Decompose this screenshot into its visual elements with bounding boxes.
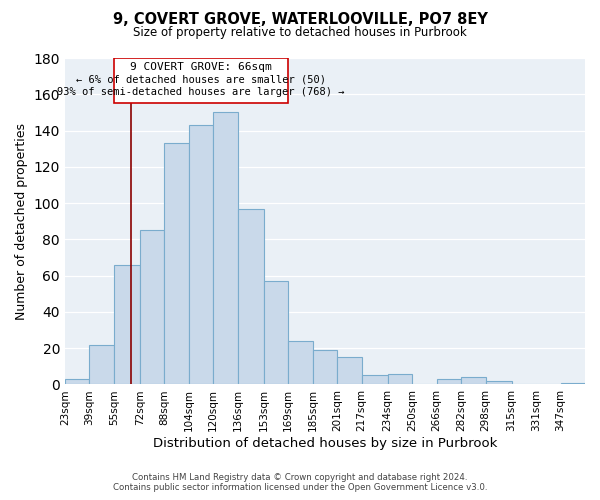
Bar <box>337 358 362 384</box>
Bar <box>437 379 461 384</box>
Bar <box>213 112 238 384</box>
Text: 9, COVERT GROVE, WATERLOOVILLE, PO7 8EY: 9, COVERT GROVE, WATERLOOVILLE, PO7 8EY <box>113 12 487 28</box>
Text: 93% of semi-detached houses are larger (768) →: 93% of semi-detached houses are larger (… <box>58 87 345 97</box>
Bar <box>114 58 288 104</box>
Bar <box>485 381 512 384</box>
Y-axis label: Number of detached properties: Number of detached properties <box>15 122 28 320</box>
Bar <box>65 379 89 384</box>
X-axis label: Distribution of detached houses by size in Purbrook: Distribution of detached houses by size … <box>153 437 497 450</box>
Bar <box>560 382 585 384</box>
Bar <box>238 208 264 384</box>
Text: Size of property relative to detached houses in Purbrook: Size of property relative to detached ho… <box>133 26 467 39</box>
Text: 9 COVERT GROVE: 66sqm: 9 COVERT GROVE: 66sqm <box>130 62 272 72</box>
Bar <box>140 230 164 384</box>
Bar <box>114 265 140 384</box>
Bar <box>264 281 288 384</box>
Bar <box>164 143 189 384</box>
Bar <box>89 344 114 385</box>
Bar <box>362 376 388 384</box>
Bar <box>288 341 313 384</box>
Bar <box>461 377 485 384</box>
Text: ← 6% of detached houses are smaller (50): ← 6% of detached houses are smaller (50) <box>76 74 326 85</box>
Bar <box>189 125 213 384</box>
Text: Contains HM Land Registry data © Crown copyright and database right 2024.
Contai: Contains HM Land Registry data © Crown c… <box>113 473 487 492</box>
Bar <box>388 374 412 384</box>
Bar <box>313 350 337 384</box>
